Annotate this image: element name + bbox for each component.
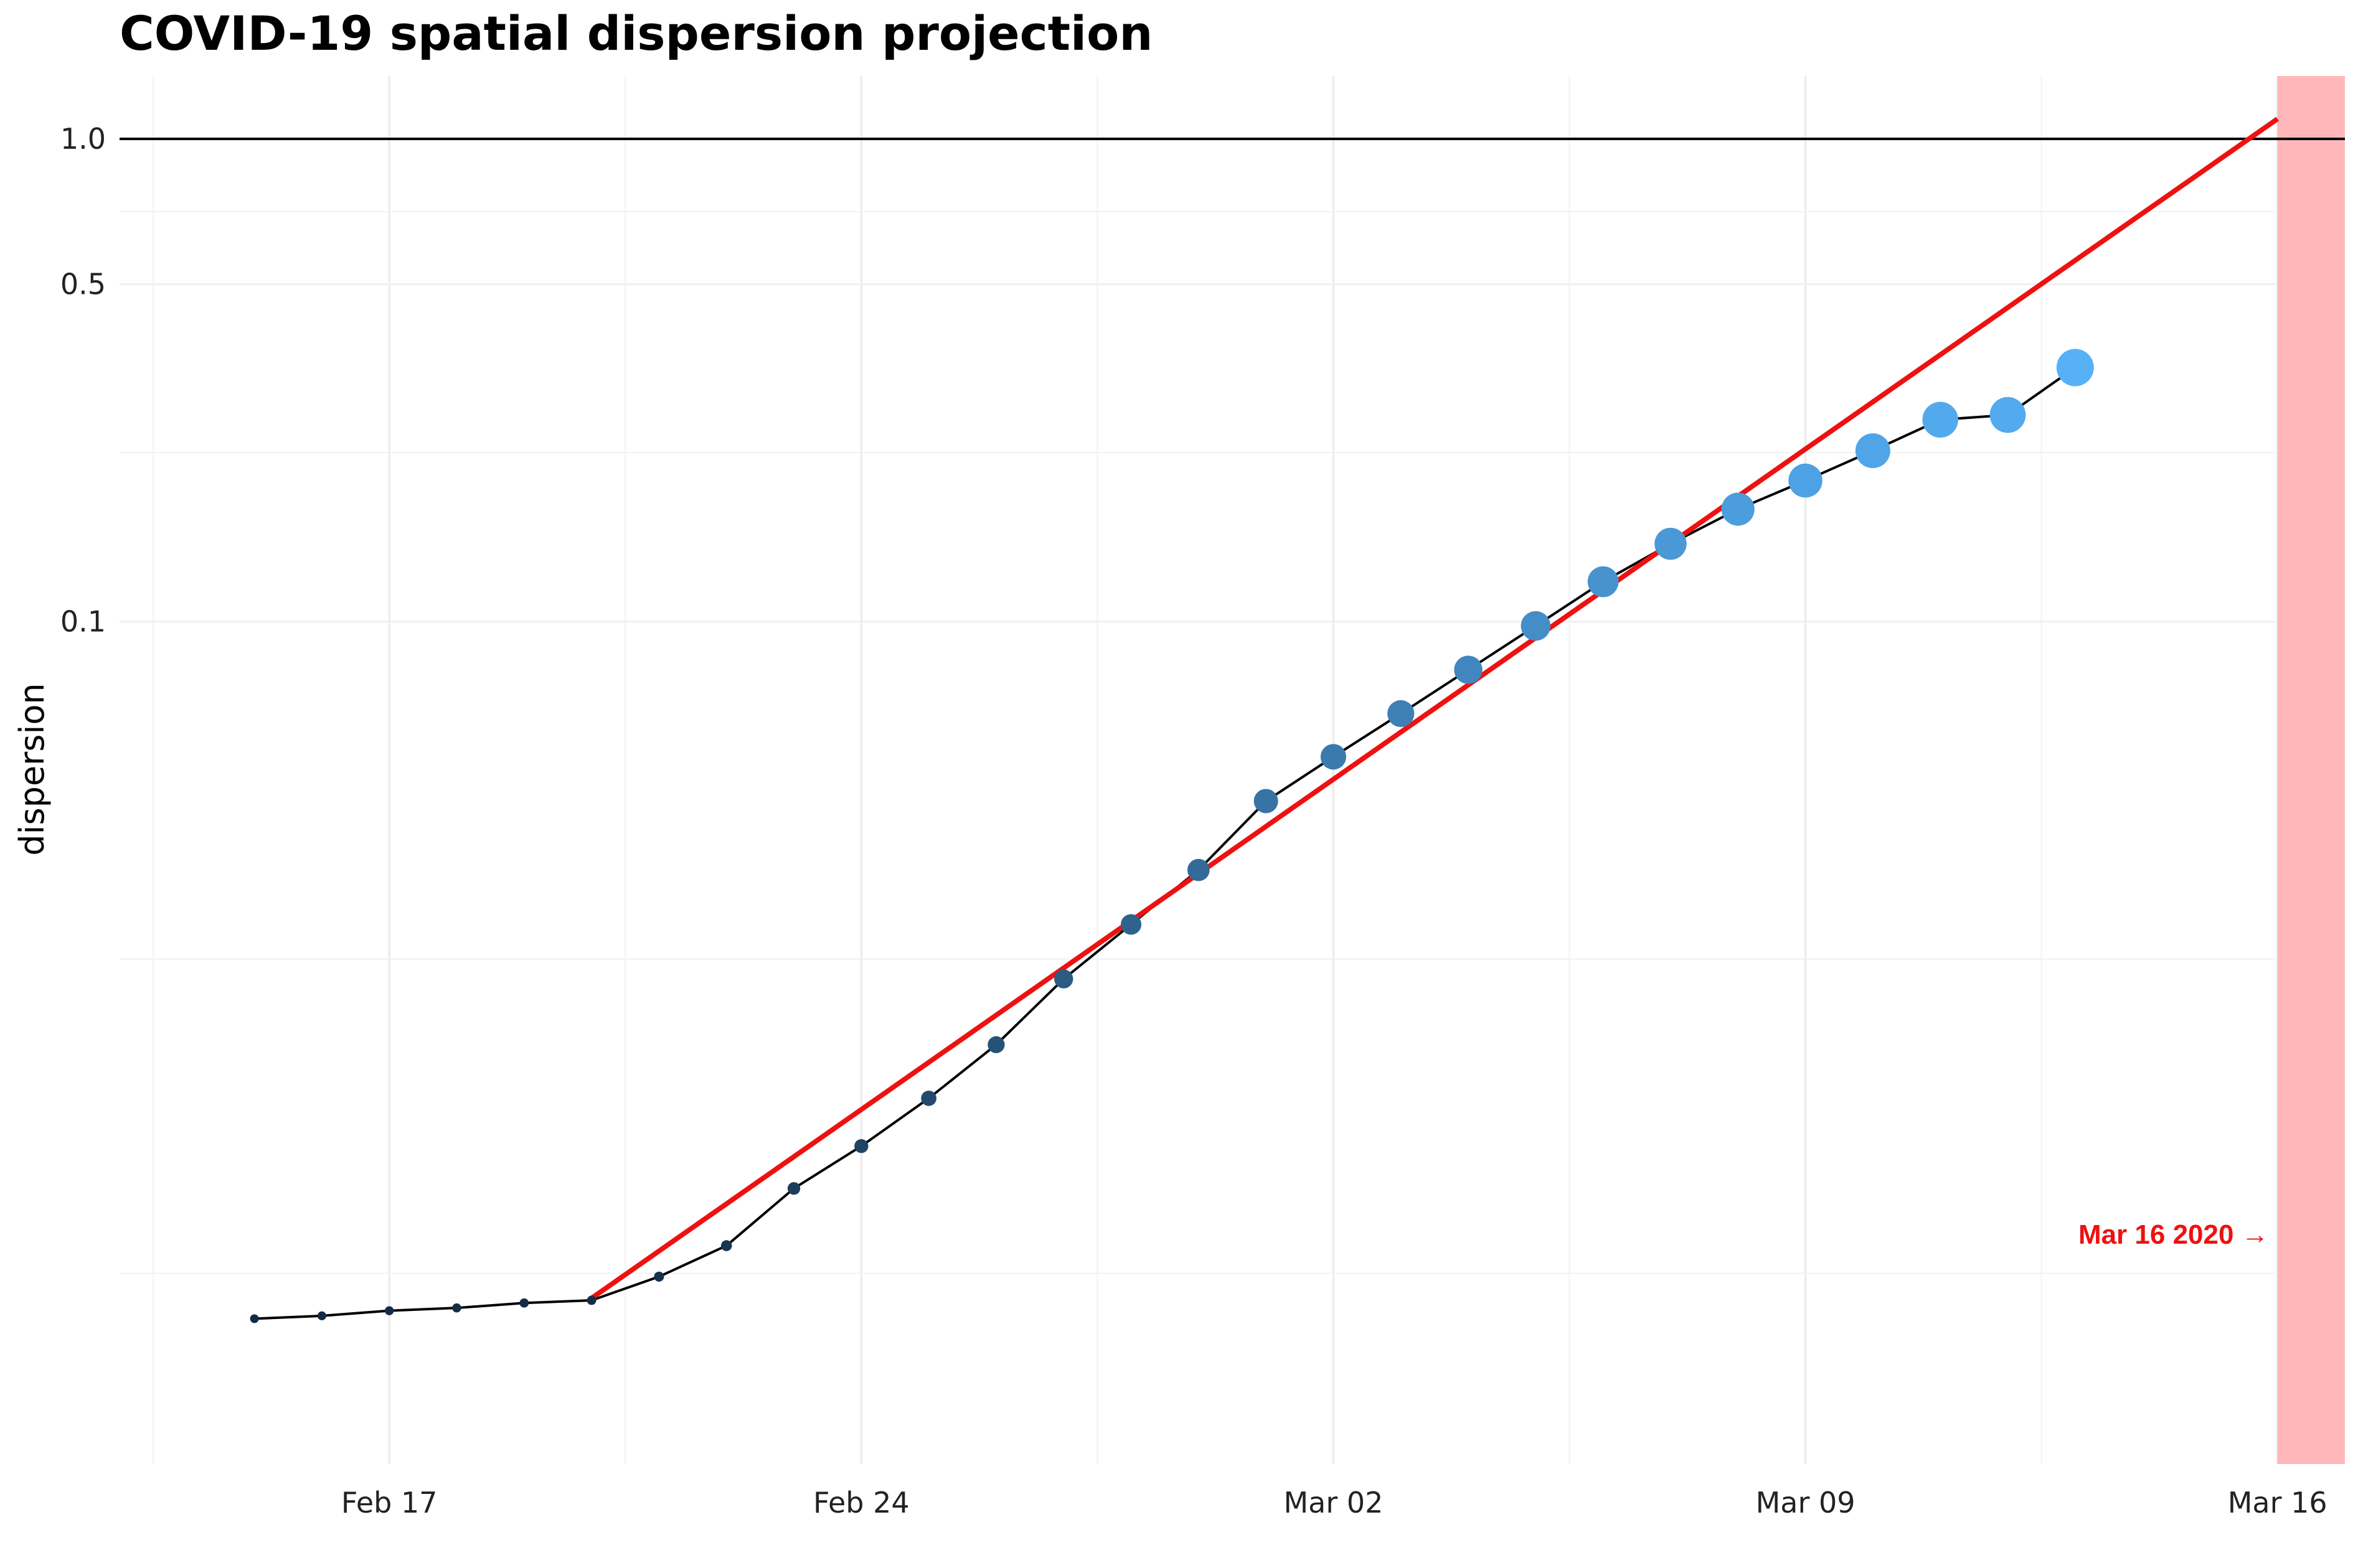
- highlight-band: [2277, 76, 2345, 1464]
- data-point: [787, 1182, 801, 1195]
- data-point: [1654, 527, 1687, 560]
- axis-ticks: Feb 17 Feb 24 Mar 02 Mar 09 Mar 16 0.1 0.5 1.0: [60, 122, 2327, 1519]
- data-point: [452, 1303, 461, 1313]
- trend-line-layer: [590, 116, 2279, 1300]
- data-point: [1387, 700, 1415, 728]
- data-point: [654, 1271, 664, 1282]
- data-point: [1454, 655, 1483, 684]
- data-point-layer: [250, 349, 2094, 1323]
- data-point: [317, 1311, 326, 1320]
- y-tick-label: 1.0: [60, 122, 106, 156]
- data-point: [2056, 349, 2094, 387]
- data-point: [720, 1240, 732, 1251]
- date-annotation: Mar 16 2020 →: [2078, 1219, 2269, 1250]
- data-point: [1989, 397, 2026, 433]
- data-point: [1187, 858, 1210, 881]
- x-tick-label: Feb 24: [813, 1486, 910, 1519]
- data-point: [1253, 789, 1278, 814]
- series-line: [254, 366, 2076, 1320]
- chart-title: COVID-19 spatial dispersion projection: [120, 6, 1153, 61]
- data-point: [1121, 914, 1142, 935]
- x-tick-label: Mar 02: [1283, 1486, 1383, 1519]
- x-tick-label: Mar 16: [2228, 1486, 2327, 1519]
- trend-line: [590, 116, 2279, 1300]
- x-tick-label: Feb 17: [341, 1486, 438, 1519]
- data-point: [1521, 611, 1551, 641]
- data-point: [1320, 744, 1347, 770]
- data-point: [1855, 433, 1890, 469]
- data-point: [519, 1298, 529, 1308]
- data-point: [1054, 969, 1073, 988]
- x-tick-label: Mar 09: [1756, 1486, 1856, 1519]
- grid: [120, 76, 2345, 1464]
- data-point: [921, 1091, 936, 1106]
- data-point: [1587, 566, 1619, 598]
- series-line-layer: [254, 366, 2076, 1320]
- y-tick-label: 0.1: [60, 605, 106, 639]
- data-point: [250, 1314, 259, 1323]
- data-point: [1788, 463, 1823, 498]
- data-point: [854, 1139, 869, 1153]
- data-point: [988, 1036, 1005, 1053]
- data-point: [587, 1295, 597, 1305]
- y-axis-label: dispersion: [12, 683, 52, 856]
- data-point: [1922, 401, 1958, 438]
- highlight-band-layer: [2277, 76, 2345, 1464]
- data-point: [1721, 492, 1755, 526]
- data-point: [385, 1306, 394, 1315]
- y-tick-label: 0.5: [60, 268, 106, 301]
